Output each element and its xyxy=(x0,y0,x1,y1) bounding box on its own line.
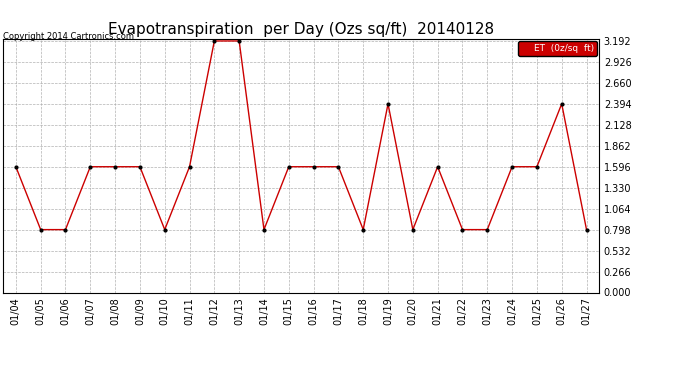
Legend: ET  (0z/sq  ft): ET (0z/sq ft) xyxy=(518,41,597,56)
Text: Copyright 2014 Cartronics.com: Copyright 2014 Cartronics.com xyxy=(3,32,135,41)
Title: Evapotranspiration  per Day (Ozs sq/ft)  20140128: Evapotranspiration per Day (Ozs sq/ft) 2… xyxy=(108,22,494,37)
